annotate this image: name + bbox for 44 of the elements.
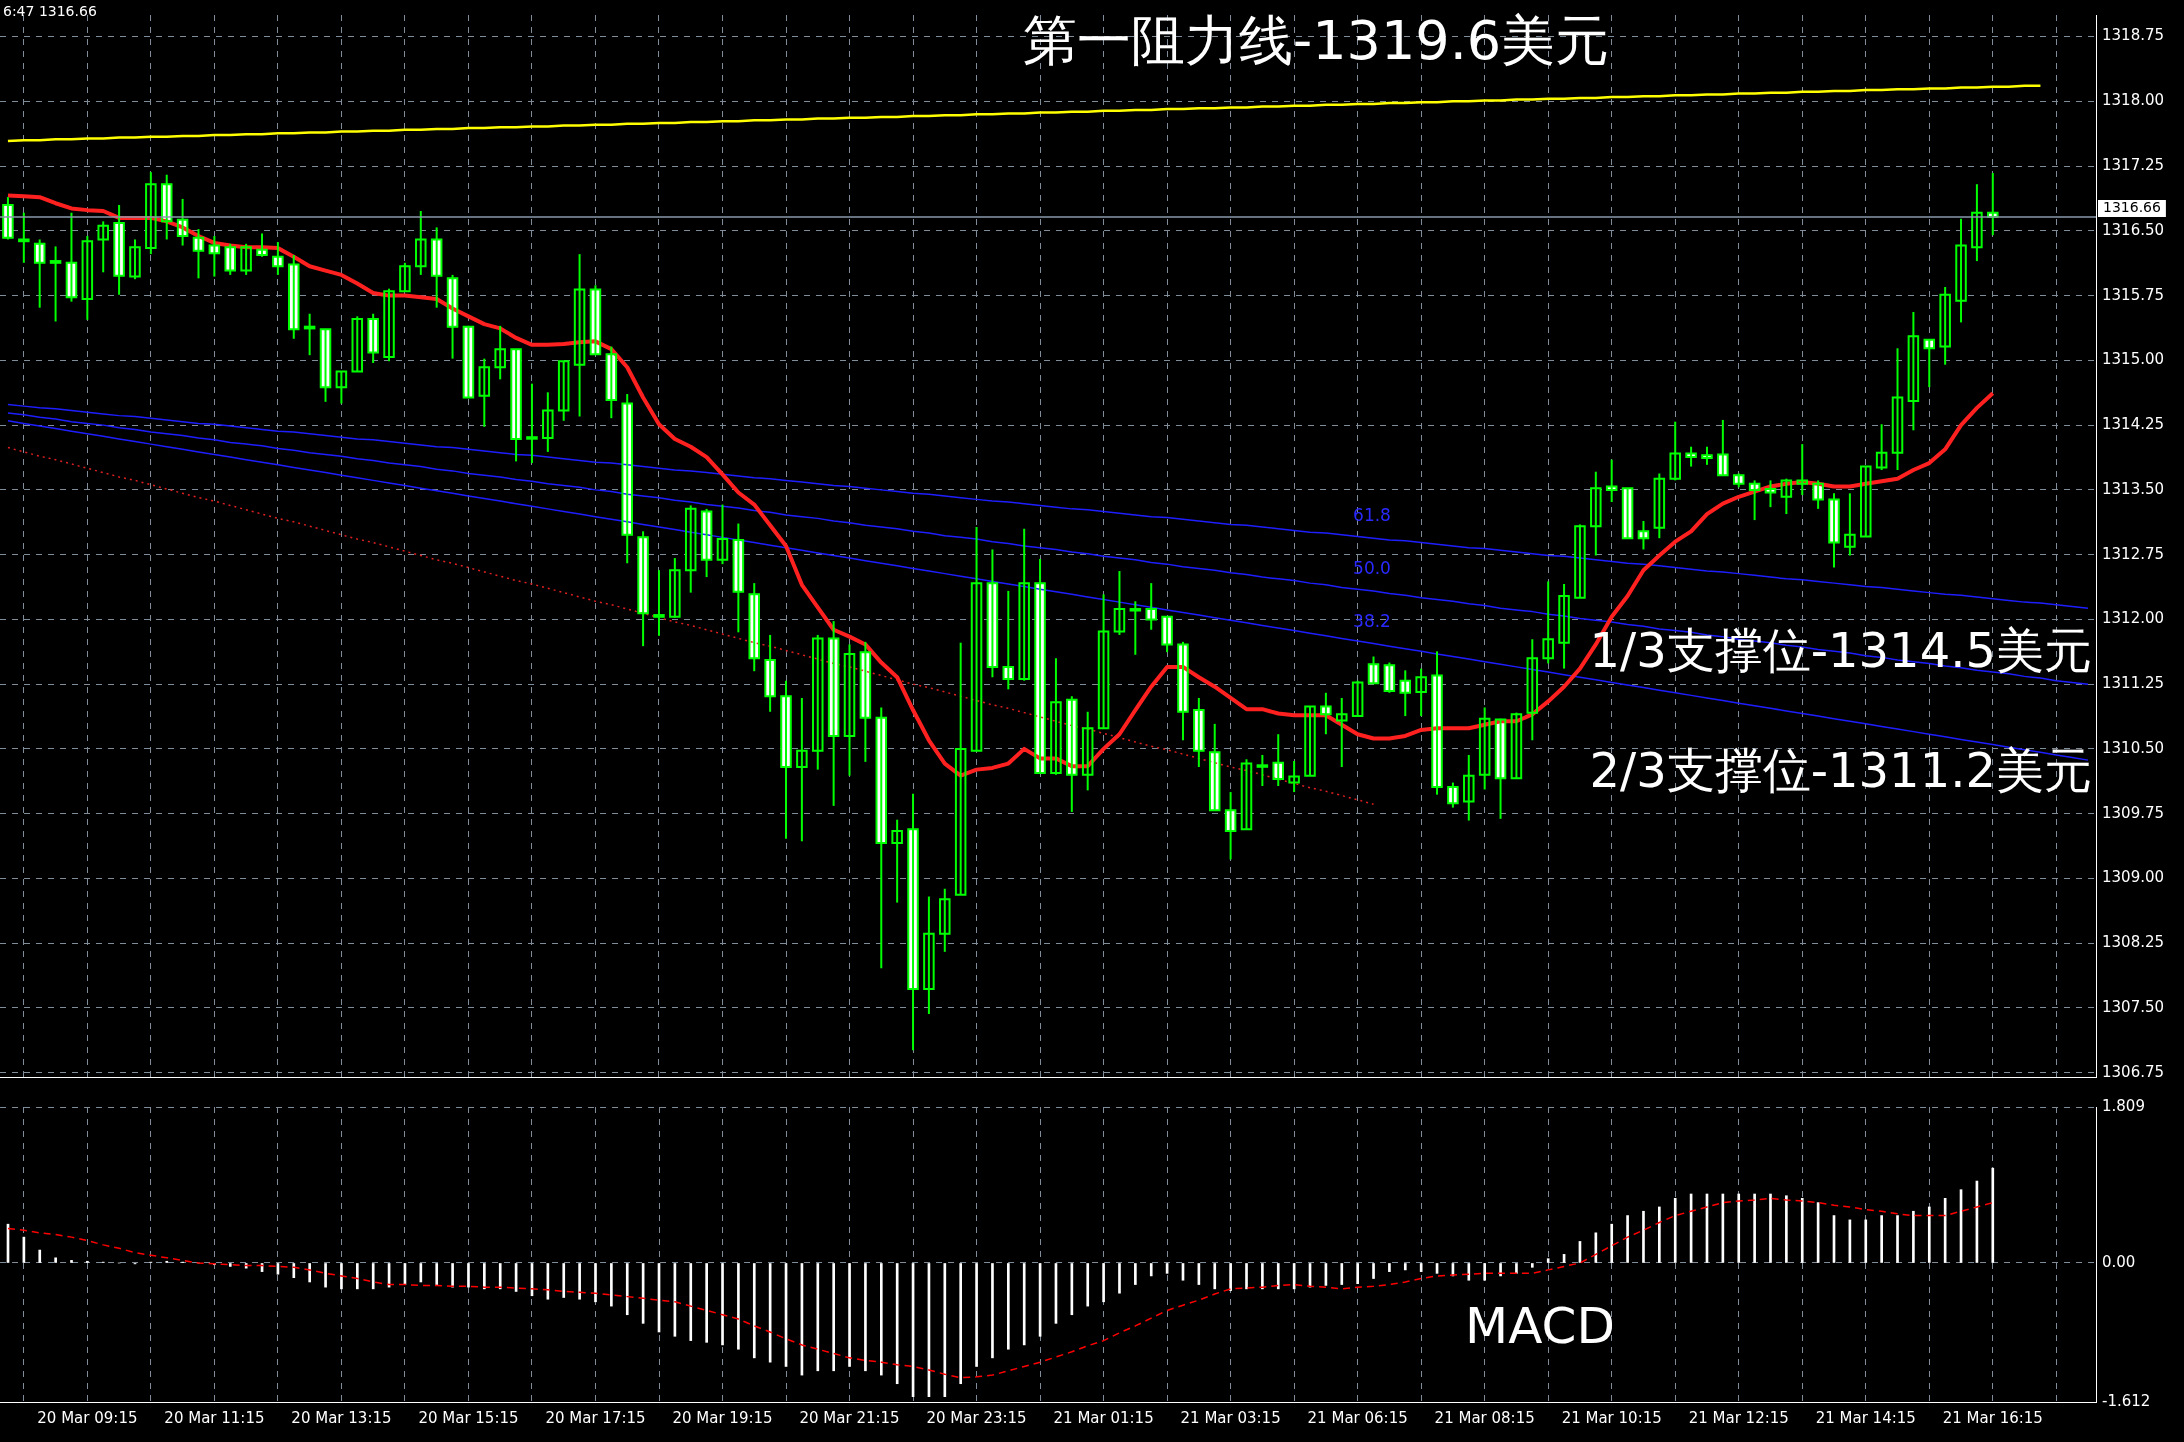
ref-line-label: 1316.66 xyxy=(2103,199,2161,216)
x-tick-label: 20 Mar 21:15 xyxy=(799,1408,900,1427)
annotation: 2/3支撑位-1311.2美元 xyxy=(1589,742,2092,799)
y-tick-label: 1315.75 xyxy=(2102,285,2165,304)
annotation: 50.0 xyxy=(1353,558,1391,579)
x-tick-label: 20 Mar 19:15 xyxy=(672,1408,773,1427)
annotation: 38.2 xyxy=(1353,611,1391,632)
x-tick-label: 21 Mar 14:15 xyxy=(1815,1408,1916,1427)
y-tick-label: 1318.75 xyxy=(2102,26,2165,45)
x-tick-label: 21 Mar 03:15 xyxy=(1180,1408,1281,1427)
y-tick-label: 1312.75 xyxy=(2102,544,2165,563)
x-tick-label: 20 Mar 13:15 xyxy=(291,1408,392,1427)
x-tick-label: 21 Mar 06:15 xyxy=(1307,1408,1408,1427)
x-tick-label: 20 Mar 09:15 xyxy=(37,1408,138,1427)
y-tick-label: 1309.75 xyxy=(2102,803,2165,822)
x-tick-label: 20 Mar 23:15 xyxy=(926,1408,1027,1427)
annotation: MACD xyxy=(1465,1296,1615,1355)
y-tick-label: 1307.50 xyxy=(2102,997,2165,1016)
y-tick-label: 1313.50 xyxy=(2102,479,2165,498)
annotation: 第一阻力线-1319.6美元 xyxy=(1022,9,1610,73)
x-tick-label: 21 Mar 10:15 xyxy=(1561,1408,1662,1427)
annotation: 61.8 xyxy=(1353,505,1391,526)
annotation: 6:47 1316.66 xyxy=(3,2,97,19)
y-tick-label: 0.00 xyxy=(2102,1252,2136,1271)
y-tick-label: 1311.25 xyxy=(2102,674,2165,693)
y-tick-label: -1.612 xyxy=(2102,1391,2151,1410)
x-tick-label: 21 Mar 08:15 xyxy=(1434,1408,1535,1427)
x-tick-label: 20 Mar 17:15 xyxy=(545,1408,646,1427)
x-tick-label: 20 Mar 11:15 xyxy=(164,1408,265,1427)
y-tick-label: 1309.00 xyxy=(2102,868,2165,887)
y-tick-label: 1312.00 xyxy=(2102,609,2165,628)
y-tick-label: 1306.75 xyxy=(2102,1062,2165,1081)
y-tick-label: 1308.25 xyxy=(2102,933,2165,952)
y-tick-label: 1315.00 xyxy=(2102,350,2165,369)
y-tick-label: 1318.00 xyxy=(2102,91,2165,110)
y-tick-label: 1.809 xyxy=(2102,1096,2145,1115)
y-tick-label: 1317.25 xyxy=(2102,155,2165,174)
y-tick-label: 1316.50 xyxy=(2102,220,2165,239)
y-tick-label: 1310.50 xyxy=(2102,738,2165,757)
x-tick-label: 21 Mar 01:15 xyxy=(1053,1408,1154,1427)
x-tick-label: 21 Mar 12:15 xyxy=(1688,1408,1789,1427)
y-tick-label: 1314.25 xyxy=(2102,415,2165,434)
x-tick-label: 20 Mar 15:15 xyxy=(418,1408,519,1427)
x-tick-label: 21 Mar 16:15 xyxy=(1942,1408,2043,1427)
